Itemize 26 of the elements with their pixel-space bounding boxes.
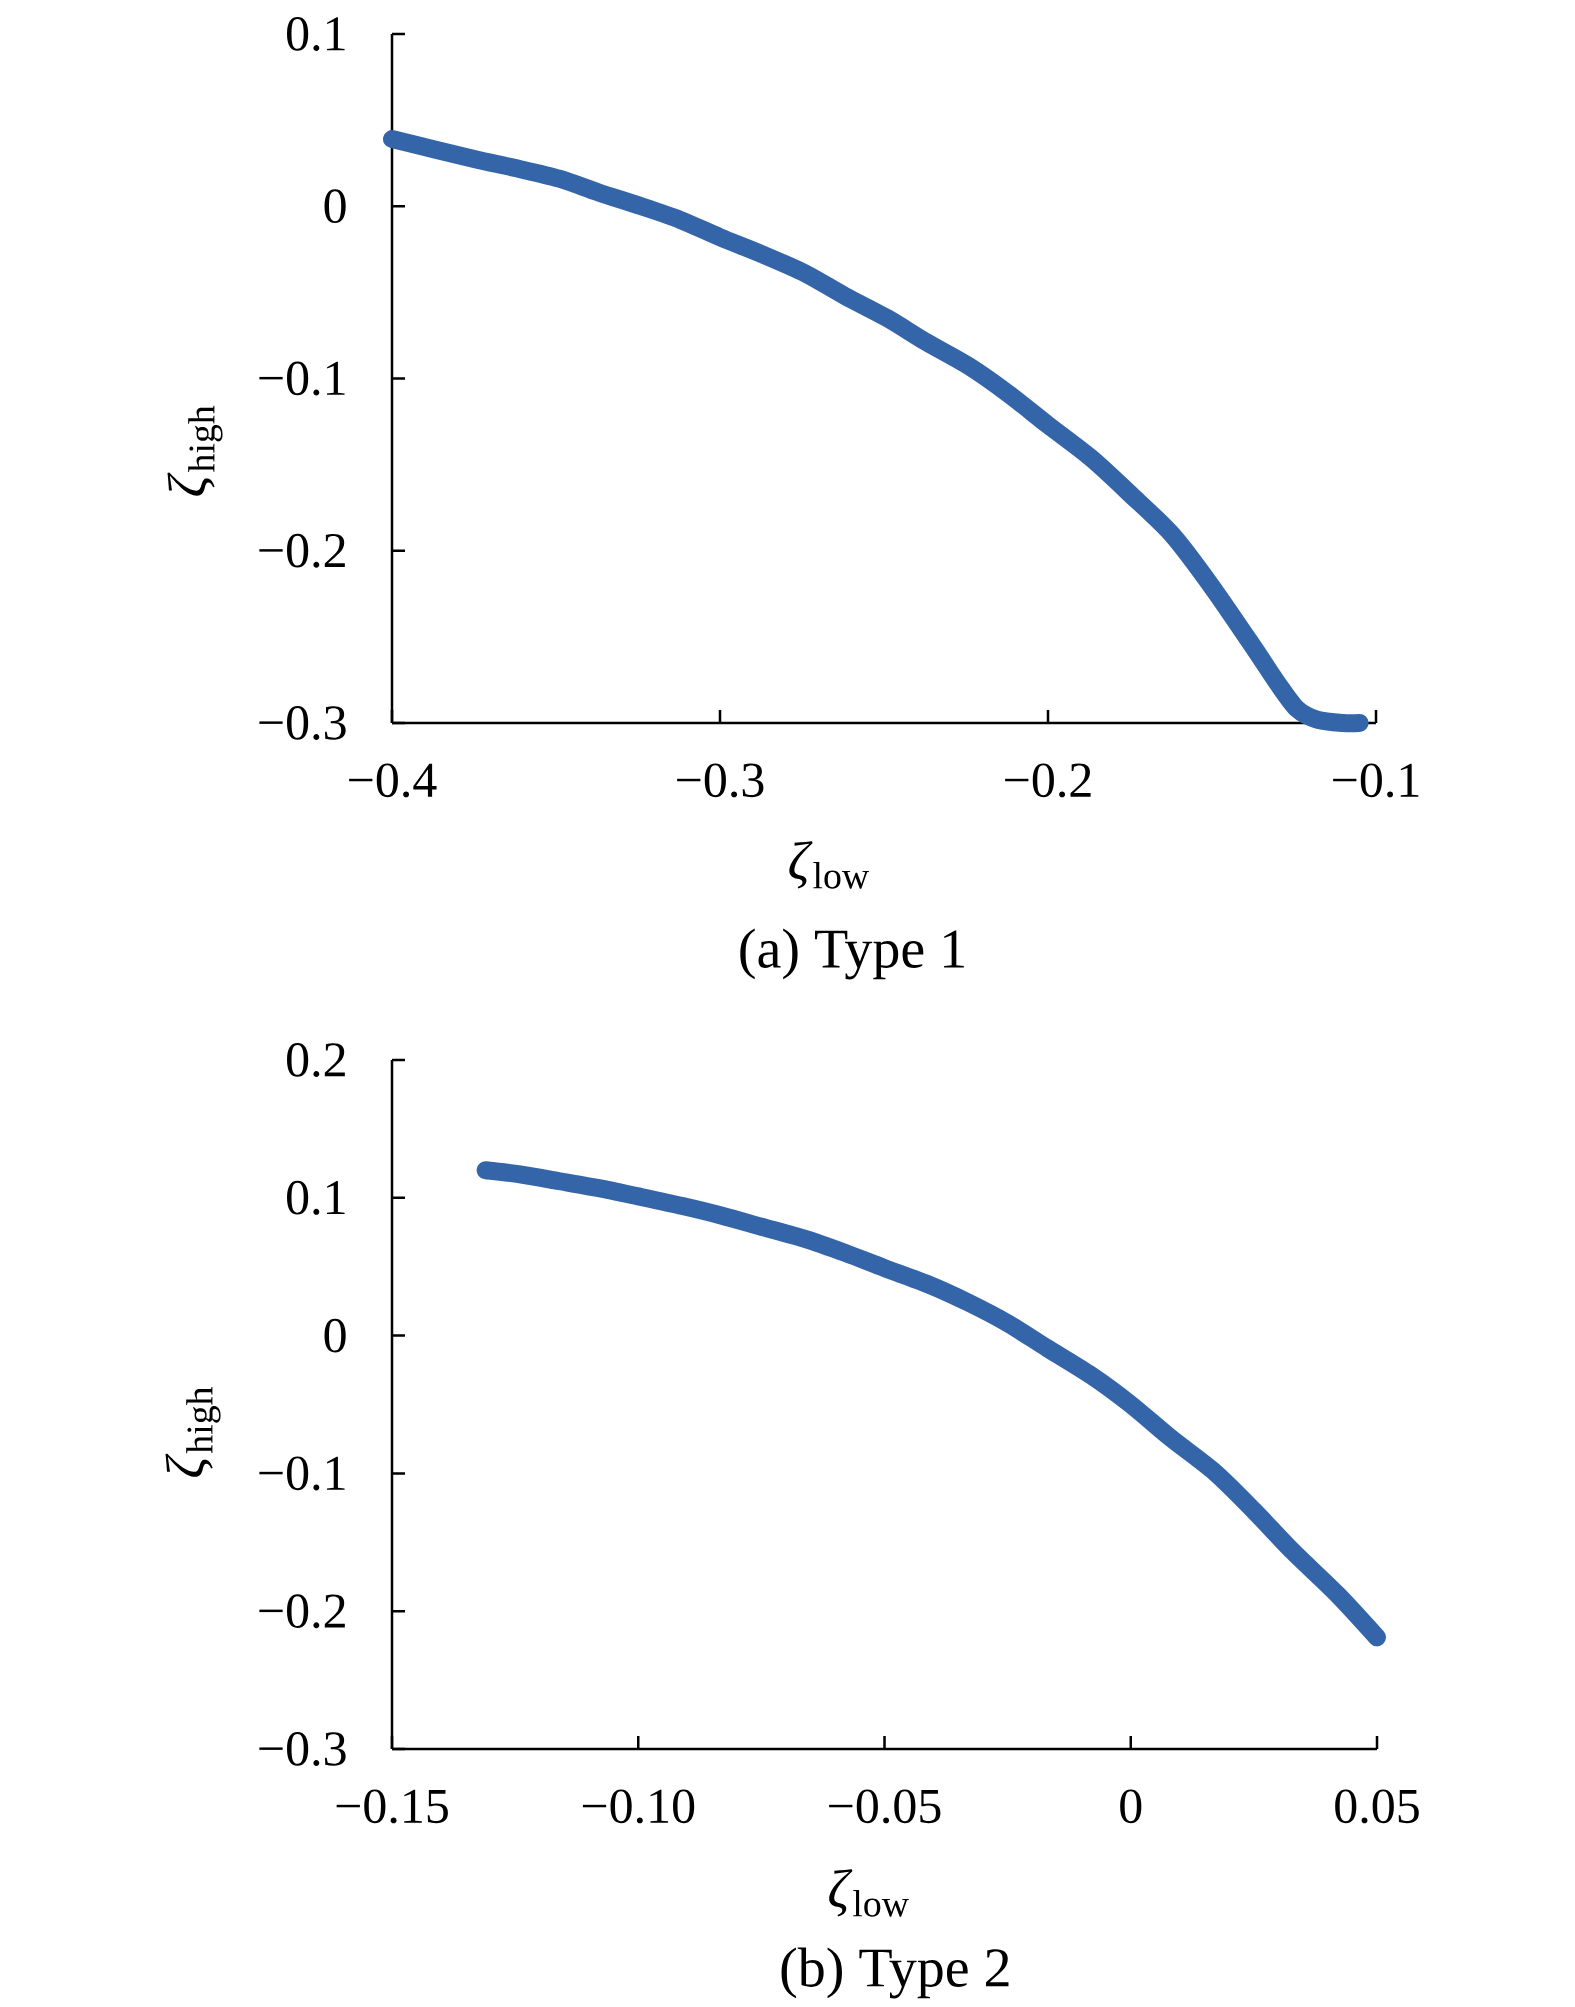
x-tick-label: −0.05: [829, 1789, 941, 1824]
y-axis-title: ζ$_{high}$: [167, 405, 223, 496]
x-tick-label: 0: [1120, 1789, 1142, 1824]
y-tick-label: 0: [324, 1318, 346, 1353]
x-axis-title: ζ$_{low}$: [789, 841, 870, 889]
y-tick-label: −0.2: [259, 1594, 345, 1629]
y-tick-label: −0.3: [259, 706, 346, 740]
text: (a) Type 1: [740, 928, 964, 980]
y-tick-label: −0.1: [259, 361, 345, 396]
y-tick-label: −0.1: [259, 1456, 345, 1491]
x-tick-label: 0.05: [1335, 1789, 1419, 1824]
x-axis-title: ζ$_{low}$: [829, 1869, 909, 1917]
y-tick-label: −0.2: [259, 533, 345, 568]
text: (b) Type 2: [781, 1947, 1009, 1999]
y-axis-title: ζ$_{high}$: [165, 1386, 221, 1477]
y-tick-label: 0.1: [287, 1180, 345, 1215]
y-tick-label: 0.1: [287, 17, 345, 51]
y-tick-label: 0.2: [287, 1043, 345, 1077]
x-tick-label: −0.15: [336, 1789, 448, 1824]
x-tick-label: −0.4: [349, 763, 437, 798]
x-tick-label: −0.3: [677, 763, 764, 798]
y-tick-label: 0: [324, 189, 346, 224]
y-tick-label: −0.3: [259, 1732, 346, 1766]
x-tick-label: −0.10: [582, 1789, 695, 1824]
x-tick-label: −0.1: [1333, 763, 1419, 798]
x-tick-label: −0.2: [1005, 763, 1091, 798]
